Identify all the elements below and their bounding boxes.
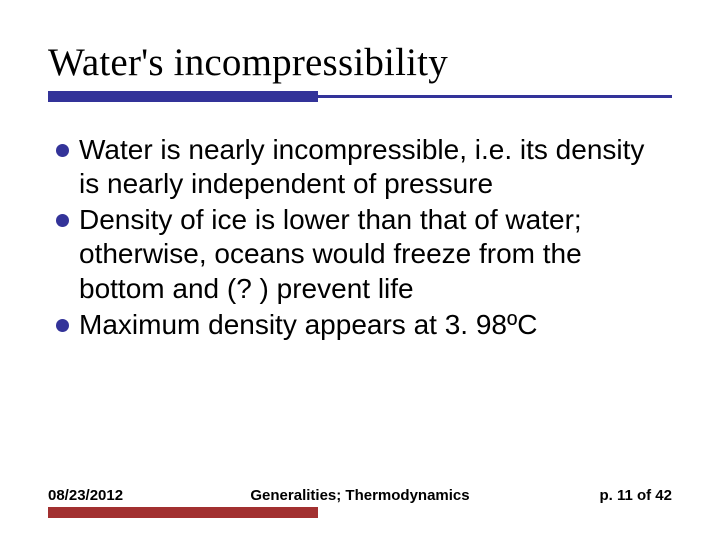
bullet-text: Water is nearly incompressible, i.e. its… xyxy=(79,133,664,201)
title-rule xyxy=(48,91,672,107)
bullet-icon xyxy=(56,319,69,332)
list-item: Maximum density appears at 3. 98ºC xyxy=(56,308,664,342)
rule-accent-block xyxy=(48,91,318,102)
slide-footer: 08/23/2012 Generalities; Thermodynamics … xyxy=(48,487,672,504)
footer-page-number: p. 11 of 42 xyxy=(599,487,672,504)
bullet-text: Density of ice is lower than that of wat… xyxy=(79,203,664,305)
list-item: Water is nearly incompressible, i.e. its… xyxy=(56,133,664,201)
footer-date: 08/23/2012 xyxy=(48,487,123,504)
slide-title: Water's incompressibility xyxy=(48,40,672,85)
bullet-text: Maximum density appears at 3. 98ºC xyxy=(79,308,537,342)
footer-accent-bar xyxy=(48,507,318,518)
bullet-icon xyxy=(56,214,69,227)
list-item: Density of ice is lower than that of wat… xyxy=(56,203,664,305)
bullet-icon xyxy=(56,144,69,157)
bullet-list: Water is nearly incompressible, i.e. its… xyxy=(48,133,672,342)
slide: Water's incompressibility Water is nearl… xyxy=(0,0,720,540)
footer-title: Generalities; Thermodynamics xyxy=(250,487,469,504)
